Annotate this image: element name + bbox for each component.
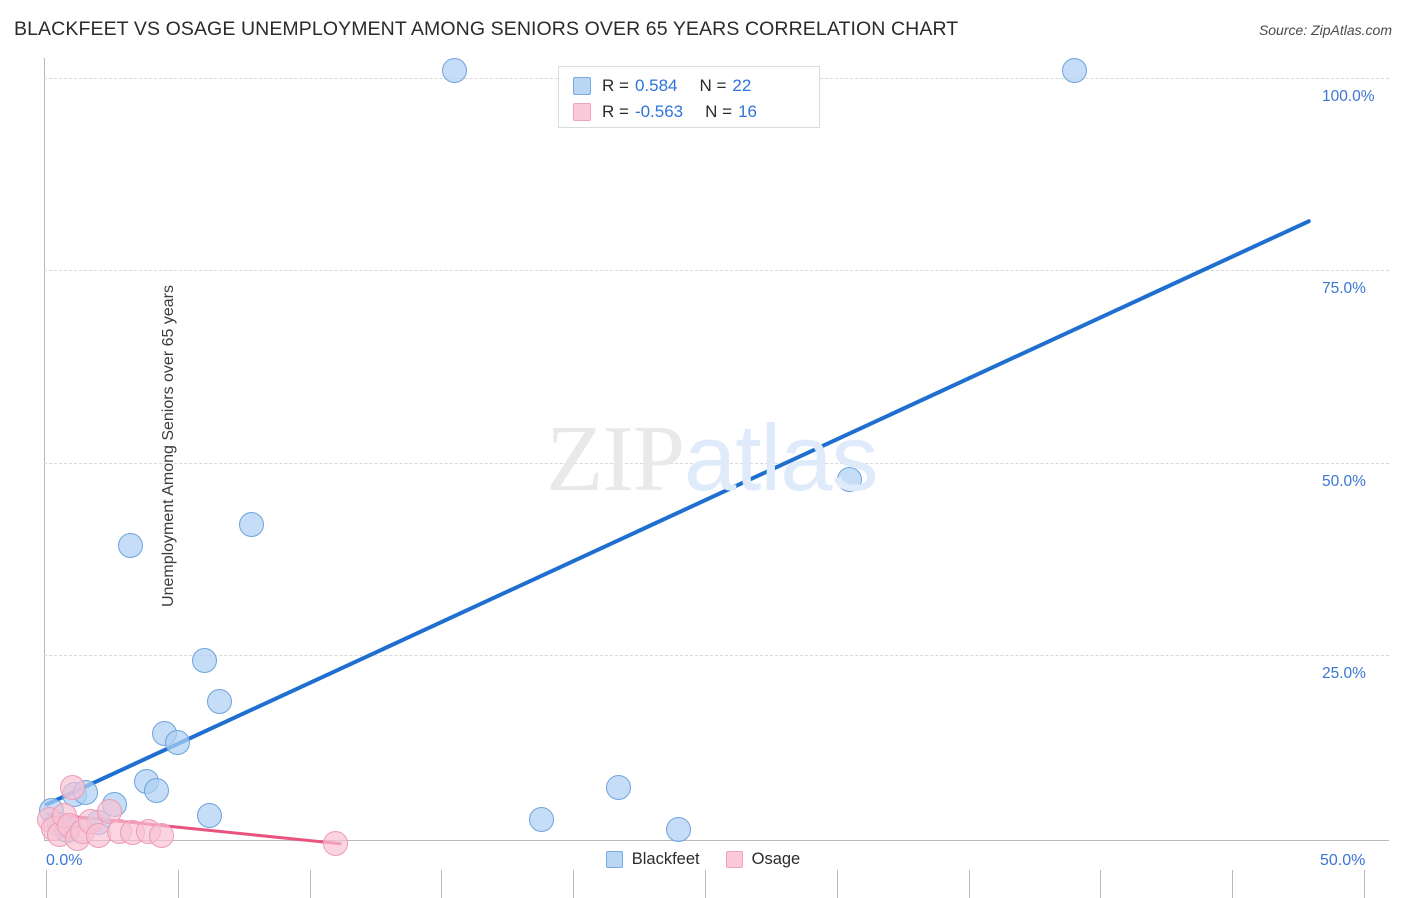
stats-row-osage: R = -0.563 N = 16 [573, 99, 757, 125]
y-axis-tick-label: 75.0% [1322, 280, 1366, 298]
legend-item-osage[interactable]: Osage [725, 850, 801, 869]
stats-swatch-osage [573, 103, 591, 121]
data-point-blackfeet[interactable] [117, 533, 143, 559]
legend-swatch-osage [725, 851, 743, 868]
gridline [44, 462, 1389, 464]
data-point-blackfeet[interactable] [191, 647, 217, 673]
legend-item-blackfeet[interactable]: Blackfeet [605, 850, 700, 869]
stats-r-value-osage: -0.563 [634, 102, 684, 121]
x-axis-tick [1232, 870, 1234, 898]
stats-row-blackfeet: R = 0.584 N = 22 [573, 73, 751, 99]
stats-n-label-osage: N = [705, 102, 733, 121]
data-point-blackfeet[interactable] [666, 817, 692, 843]
data-point-blackfeet[interactable] [529, 807, 555, 833]
data-point-osage[interactable] [59, 774, 85, 800]
data-point-blackfeet[interactable] [144, 777, 170, 803]
data-point-blackfeet[interactable] [1061, 57, 1087, 83]
data-point-blackfeet[interactable] [207, 689, 233, 715]
stats-n-label-blackfeet: N = [699, 76, 727, 95]
data-point-blackfeet[interactable] [239, 512, 265, 538]
legend-label-osage: Osage [751, 850, 801, 868]
page-title: BLACKFEET VS OSAGE UNEMPLOYMENT AMONG SE… [14, 18, 959, 40]
data-point-osage[interactable] [149, 822, 175, 848]
x-axis-tick [46, 870, 47, 898]
data-point-blackfeet[interactable] [165, 730, 191, 756]
data-point-blackfeet[interactable] [605, 774, 631, 800]
x-axis-tick [309, 870, 311, 898]
correlation-stats-box: R = 0.584 N = 22 R = -0.563 N = 16 [558, 66, 820, 128]
x-axis-tick [177, 870, 179, 898]
x-axis-tick [705, 870, 706, 898]
y-axis-tick-label: 100.0% [1322, 88, 1375, 105]
data-point-blackfeet[interactable] [837, 467, 863, 493]
stats-n-value-blackfeet: 22 [732, 76, 752, 95]
series-legend: Blackfeet Osage [0, 850, 1406, 869]
gridline [44, 655, 1389, 656]
x-axis-line [44, 840, 1389, 841]
trendline-blackfeet [44, 218, 1312, 808]
y-axis-tick-label: 25.0% [1322, 665, 1366, 682]
stats-r-label-blackfeet: R = [602, 76, 629, 95]
stats-r-value-blackfeet: 0.584 [634, 76, 678, 95]
x-axis-tick [441, 870, 443, 898]
data-point-blackfeet[interactable] [196, 802, 222, 828]
x-axis-tick [1100, 870, 1102, 898]
stats-swatch-blackfeet [573, 77, 591, 95]
source-attribution: Source: ZipAtlas.com [1258, 22, 1392, 38]
data-point-osage[interactable] [323, 830, 349, 856]
gridline [44, 270, 1389, 272]
x-axis-label-min: 0.0% [46, 852, 83, 869]
plot-area [37, 57, 1389, 898]
x-axis-tick [836, 870, 838, 898]
x-axis-tick [573, 870, 575, 898]
stats-r-label-osage: R = [602, 102, 629, 121]
y-axis-line [44, 58, 45, 841]
legend-label-blackfeet: Blackfeet [631, 850, 700, 868]
legend-swatch-blackfeet [605, 851, 623, 868]
x-axis-label-max: 50.0% [1320, 852, 1366, 869]
x-axis-tick [968, 870, 970, 898]
y-axis-tick-label: 50.0% [1322, 472, 1366, 490]
data-point-blackfeet[interactable] [442, 57, 468, 83]
x-axis-tick [1364, 870, 1365, 898]
stats-n-value-osage: 16 [738, 102, 757, 121]
